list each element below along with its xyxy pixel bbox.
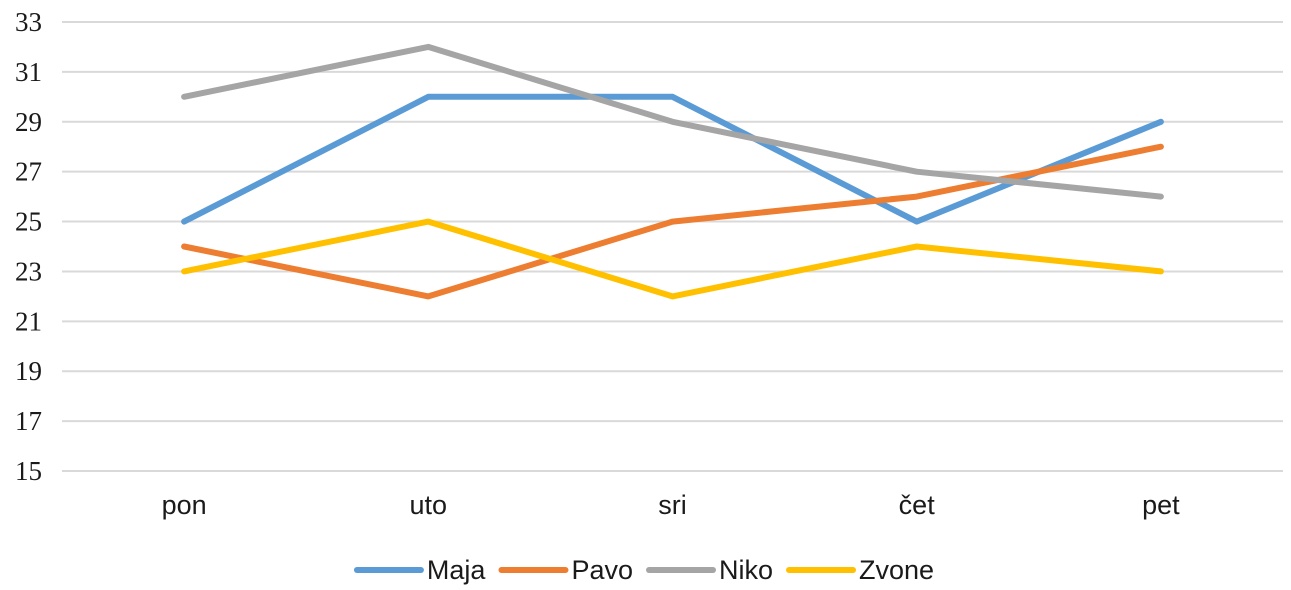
y-tick-label: 25 [15, 207, 42, 237]
y-tick-label: 27 [15, 157, 42, 187]
legend-item-zvone: Zvone [786, 555, 934, 585]
legend-item-niko: Niko [646, 555, 773, 585]
gridlines [62, 21, 1283, 472]
legend-item-maja: Maja [353, 555, 487, 585]
y-tick-label: 31 [15, 57, 42, 87]
x-tick-label: pon [162, 490, 207, 520]
legend-item-pavo: Pavo [498, 555, 633, 585]
series-line-niko [181, 43, 1164, 200]
y-tick-label: 17 [15, 406, 42, 436]
y-tick-label: 33 [15, 7, 42, 37]
series-lines [181, 43, 1164, 300]
legend-label: Pavo [571, 555, 633, 585]
x-tick-label: pet [1142, 490, 1180, 520]
legend: Maja Pavo Niko Zvone [353, 555, 934, 585]
legend-label: Niko [719, 555, 773, 585]
y-tick-label: 15 [15, 456, 42, 486]
x-axis-tick-labels: pon uto sri čet pet [162, 490, 1181, 520]
x-tick-label: sri [658, 490, 687, 520]
x-tick-label: uto [410, 490, 448, 520]
y-tick-label: 19 [15, 356, 42, 386]
y-tick-label: 23 [15, 256, 42, 286]
y-tick-label: 21 [15, 306, 42, 336]
x-tick-label: čet [899, 490, 936, 520]
legend-label: Zvone [859, 555, 934, 585]
series-line-zvone [181, 218, 1164, 300]
y-tick-label: 29 [15, 107, 42, 137]
legend-label: Maja [427, 555, 487, 585]
series-line-maja [181, 93, 1164, 225]
y-axis-tick-labels: 15 17 19 21 23 25 27 29 31 33 [15, 7, 42, 486]
